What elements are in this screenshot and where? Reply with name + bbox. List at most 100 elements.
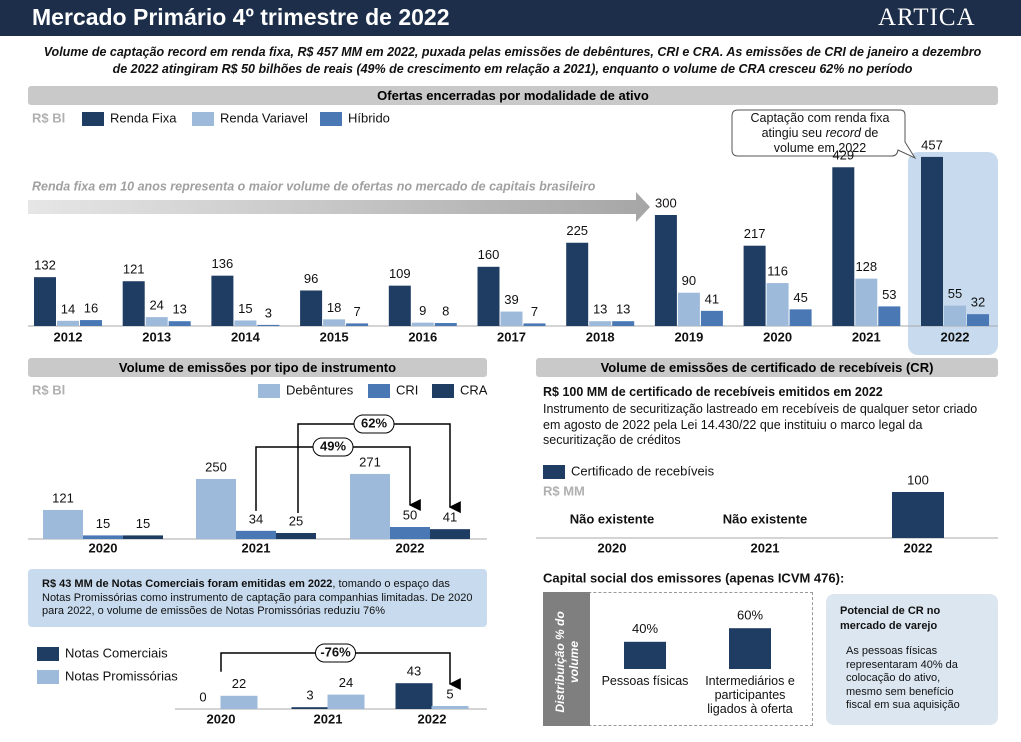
- bar: [612, 321, 635, 326]
- note: R$ 43 MM de Notas Comerciais foram emiti…: [42, 578, 477, 619]
- value-label: 13: [172, 302, 186, 317]
- legend-label: Híbrido: [348, 110, 390, 125]
- chart-title: Capital social dos emissores (apenas ICV…: [543, 570, 844, 585]
- legend-swatch: [37, 647, 59, 661]
- value-label: 53: [882, 287, 896, 302]
- x-tick-label: 2017: [497, 329, 526, 344]
- bar: [346, 323, 369, 326]
- bar: [122, 281, 145, 326]
- value-label: 60%: [737, 608, 763, 623]
- logo: ARTICA: [878, 4, 976, 31]
- header-bar: [0, 0, 1021, 36]
- bar: [434, 323, 457, 326]
- value-label: 121: [123, 262, 145, 277]
- value-label: 41: [443, 510, 457, 525]
- value-label: 90: [682, 273, 696, 288]
- callout-text: Captação com renda fixa atingiu seu: [750, 111, 890, 140]
- legend-swatch: [258, 384, 280, 398]
- value-label: 55: [948, 286, 962, 301]
- section-title: Ofertas encerradas por modalidade de ati…: [28, 86, 998, 105]
- x-tick-label: 2014: [231, 329, 261, 344]
- bar: [43, 509, 83, 539]
- page-title: Mercado Primário 4º trimestre de 2022: [32, 4, 450, 30]
- value-label: 16: [84, 301, 98, 316]
- x-tick-label: 2022: [941, 329, 970, 344]
- legend-swatch: [37, 670, 59, 684]
- value-label: 40%: [632, 621, 658, 636]
- bar: [388, 285, 411, 326]
- legend-label: Renda Fixa: [110, 110, 177, 125]
- bar: [431, 706, 469, 709]
- value-label: 41: [705, 291, 719, 306]
- legend-swatch: [432, 384, 454, 398]
- value-label: Não existente: [723, 511, 808, 526]
- bar: [967, 314, 989, 326]
- ylabel-panel: [543, 592, 590, 726]
- x-tick-label: 2020: [763, 329, 792, 344]
- headline: R$ 100 MM de certificado de recebíveis e…: [543, 385, 883, 399]
- bar: [34, 277, 56, 326]
- value-label: 128: [855, 259, 877, 274]
- bar: [523, 323, 546, 326]
- legend-swatch: [82, 112, 104, 126]
- bar: [57, 320, 79, 326]
- unit: R$ Bl: [32, 110, 65, 125]
- x-tick-label: 2020: [89, 540, 118, 555]
- annotation: Renda fixa em 10 anos representa o maior…: [32, 179, 596, 193]
- bar: [589, 321, 612, 326]
- side-text: As pessoas físicas representaram 40% da …: [846, 645, 960, 711]
- bar: [220, 695, 258, 709]
- bar: [743, 245, 766, 326]
- value-label: 132: [34, 258, 56, 273]
- legend-swatch: [543, 465, 565, 479]
- legend-label: Certificado de recebíveis: [571, 463, 715, 478]
- value-label: 217: [744, 226, 766, 241]
- unit: R$ Bl: [32, 382, 65, 397]
- value-label: 14: [61, 301, 75, 316]
- value-label: 116: [767, 264, 788, 279]
- value-label: 250: [205, 459, 227, 474]
- bar: [234, 320, 257, 326]
- note-emphasis: R$ 43 MM de Notas Comerciais foram emiti…: [42, 578, 333, 590]
- bar: [390, 527, 430, 539]
- section-title: Volume de emissões por tipo de instrumen…: [28, 358, 487, 377]
- bar: [430, 529, 470, 539]
- y-axis-label: Distribuição % do volume: [553, 611, 581, 713]
- value-label: 24: [339, 675, 353, 690]
- bar: [500, 311, 523, 326]
- bar: [276, 533, 316, 539]
- value-label: 121: [52, 490, 74, 505]
- x-tick-label: 2019: [674, 329, 703, 344]
- value-label: 24: [149, 298, 163, 313]
- callout-text: de volume em 2022: [773, 126, 879, 155]
- change-box: [353, 414, 395, 434]
- value-label: 100: [907, 472, 929, 487]
- x-tick-label: 2015: [320, 329, 349, 344]
- value-label: 96: [304, 271, 318, 286]
- x-tick-label: 2022: [904, 540, 933, 555]
- x-tick-label: 2021: [314, 711, 343, 726]
- bar: [327, 694, 365, 709]
- bar: [855, 278, 878, 326]
- bar: [700, 310, 723, 326]
- value-label: 160: [478, 247, 500, 262]
- bar: [566, 242, 589, 326]
- section-title: Volume de emissões de certificado de rec…: [536, 358, 998, 377]
- value-label: 15: [96, 516, 110, 531]
- x-tick-label: 2022: [396, 540, 425, 555]
- bar: [832, 167, 855, 326]
- value-label: 18: [327, 300, 341, 315]
- x-tick-label: 2012: [54, 329, 83, 344]
- bar: [300, 290, 323, 326]
- bar: [80, 320, 102, 326]
- bar: [624, 641, 666, 669]
- bar: [892, 492, 944, 538]
- x-tick-label: 2018: [586, 329, 615, 344]
- value-label: 7: [353, 304, 360, 319]
- value-label: 271: [359, 454, 381, 469]
- bar: [291, 707, 329, 709]
- x-tick-label: Pessoas físicas: [601, 674, 689, 688]
- value-label: 136: [212, 256, 234, 271]
- bar: [921, 156, 943, 326]
